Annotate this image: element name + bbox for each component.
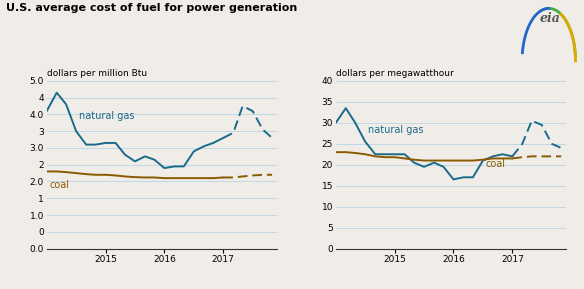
Text: coal: coal	[50, 179, 69, 190]
Text: natural gas: natural gas	[368, 125, 423, 135]
Text: U.S. average cost of fuel for power generation: U.S. average cost of fuel for power gene…	[6, 3, 297, 13]
Text: natural gas: natural gas	[79, 112, 134, 121]
Text: eia: eia	[540, 12, 561, 25]
Text: coal: coal	[486, 159, 506, 169]
Text: dollars per million Btu: dollars per million Btu	[47, 69, 147, 78]
Text: dollars per megawatthour: dollars per megawatthour	[336, 69, 454, 78]
